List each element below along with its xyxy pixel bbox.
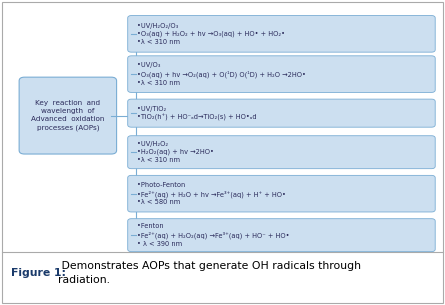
Text: •Fenton
•Fe²⁺(aq) + H₂O₂(aq) →Fe³⁺(aq) + HO⁻ + HO•
• λ < 390 nm: •Fenton •Fe²⁺(aq) + H₂O₂(aq) →Fe³⁺(aq) +… bbox=[137, 224, 289, 247]
Text: •UV/H₂O₂/O₃
•O₃(aq) + H₂O₂ + hv →O₃(aq) + HO• + HO₂•
•λ < 310 nm: •UV/H₂O₂/O₃ •O₃(aq) + H₂O₂ + hv →O₃(aq) … bbox=[137, 23, 285, 45]
FancyBboxPatch shape bbox=[128, 16, 435, 52]
FancyBboxPatch shape bbox=[19, 77, 117, 154]
Text: Key  reaction  and
wavelength  of
Advanced  oxidation
processes (AOPs): Key reaction and wavelength of Advanced … bbox=[31, 100, 105, 131]
FancyBboxPatch shape bbox=[128, 219, 435, 252]
FancyBboxPatch shape bbox=[128, 175, 435, 212]
Text: •UV/O₃
•O₃(aq) + hv →O₂(aq) + O(¹D) O(¹D) + H₂O →2HO•
•λ < 310 nm: •UV/O₃ •O₃(aq) + hv →O₂(aq) + O(¹D) O(¹D… bbox=[137, 63, 305, 86]
Text: •Photo-Fenton
•Fe²⁺(aq) + H₂O + hv →Fe³⁺(aq) + H⁺ + HO•
•λ < 580 nm: •Photo-Fenton •Fe²⁺(aq) + H₂O + hv →Fe³⁺… bbox=[137, 182, 286, 205]
Text: Demonstrates AOPs that generate OH radicals through
radiation.: Demonstrates AOPs that generate OH radic… bbox=[58, 261, 361, 285]
Text: Figure 1:: Figure 1: bbox=[11, 268, 66, 278]
FancyBboxPatch shape bbox=[128, 56, 435, 92]
FancyBboxPatch shape bbox=[128, 136, 435, 169]
FancyBboxPatch shape bbox=[128, 99, 435, 127]
Text: •UV/H₂O₂
•H₂O₂(aq) + hv →2HO•
•λ < 310 nm: •UV/H₂O₂ •H₂O₂(aq) + hv →2HO• •λ < 310 n… bbox=[137, 141, 214, 163]
FancyBboxPatch shape bbox=[2, 2, 443, 303]
Text: •UV/TiO₂
•TiO₂(h⁺) + HO⁻ₐd→TiO₂(s) + HO•ₐd: •UV/TiO₂ •TiO₂(h⁺) + HO⁻ₐd→TiO₂(s) + HO•… bbox=[137, 106, 256, 121]
